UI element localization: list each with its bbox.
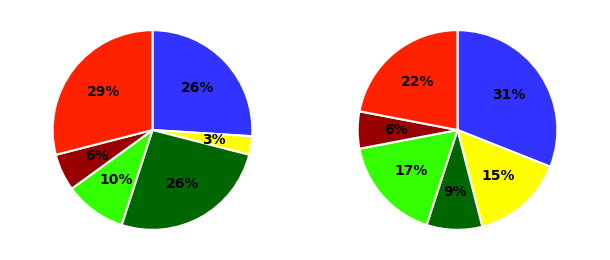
Text: 26%: 26%	[166, 177, 199, 191]
Text: 10%: 10%	[99, 173, 133, 187]
Text: 26%: 26%	[181, 81, 214, 95]
Wedge shape	[72, 130, 152, 225]
Wedge shape	[357, 111, 458, 149]
Wedge shape	[359, 30, 458, 130]
Text: 31%: 31%	[492, 88, 525, 102]
Text: 6%: 6%	[85, 149, 109, 163]
Wedge shape	[458, 130, 550, 227]
Text: 9%: 9%	[443, 185, 467, 199]
Wedge shape	[152, 30, 253, 136]
Wedge shape	[52, 30, 152, 155]
Wedge shape	[121, 130, 249, 230]
Wedge shape	[458, 30, 558, 167]
Text: 17%: 17%	[395, 164, 428, 178]
Text: 3%: 3%	[202, 133, 226, 147]
Text: 29%: 29%	[87, 85, 120, 99]
Text: 22%: 22%	[401, 75, 435, 89]
Text: 15%: 15%	[482, 170, 515, 184]
Wedge shape	[426, 130, 483, 230]
Text: 6%: 6%	[384, 123, 407, 137]
Wedge shape	[359, 130, 458, 225]
Wedge shape	[152, 130, 252, 155]
Wedge shape	[56, 130, 152, 189]
